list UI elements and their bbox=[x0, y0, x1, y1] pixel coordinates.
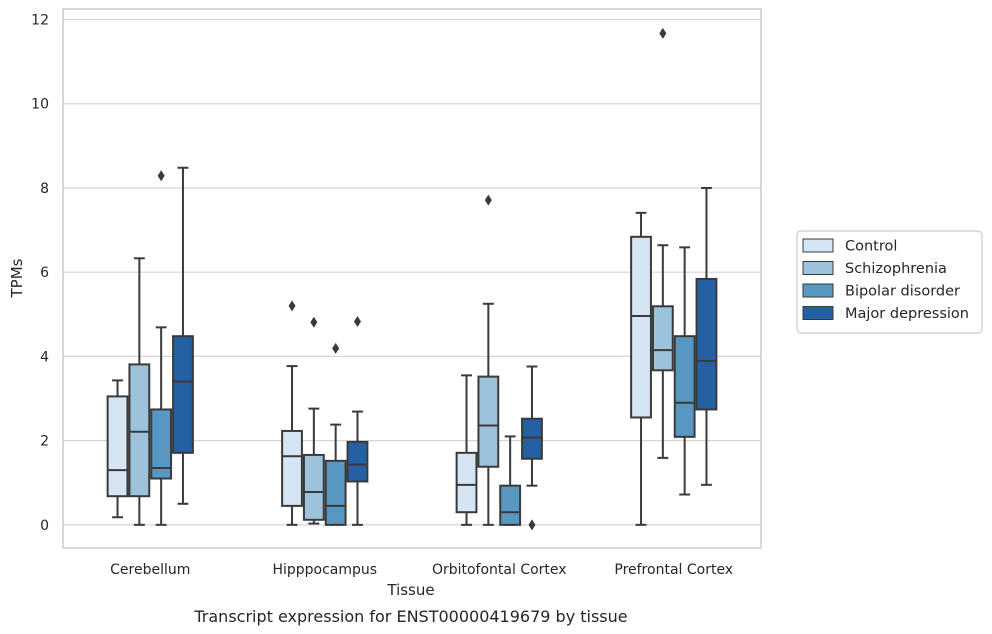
box-major-depression bbox=[346, 315, 369, 526]
box-major-depression bbox=[172, 166, 194, 505]
box-bipolar-disorder bbox=[499, 435, 522, 526]
box-body bbox=[455, 451, 478, 514]
box-body bbox=[521, 417, 543, 460]
box-plots bbox=[106, 27, 718, 531]
box-bipolar-disorder bbox=[673, 246, 696, 496]
box-body bbox=[477, 375, 500, 468]
box-major-depression bbox=[521, 365, 543, 531]
y-tick-label: 8 bbox=[40, 181, 49, 197]
box-control bbox=[630, 211, 652, 526]
legend: Control Schizophrenia Bipolar disorder Majo… bbox=[796, 230, 983, 334]
legend-box bbox=[796, 230, 983, 334]
y-tick-label: 4 bbox=[40, 349, 49, 365]
box-schizophrenia bbox=[302, 316, 325, 525]
box-body bbox=[281, 429, 303, 507]
plot-border bbox=[62, 8, 762, 549]
box-body bbox=[673, 335, 696, 438]
y-tick-label: 0 bbox=[40, 518, 49, 534]
box-body bbox=[150, 408, 173, 480]
legend-label: Bipolar disorder bbox=[845, 284, 960, 300]
legend-swatch bbox=[802, 238, 834, 253]
box-body bbox=[106, 395, 129, 498]
plot-frame bbox=[62, 8, 762, 549]
y-tick-label: 2 bbox=[40, 434, 49, 450]
box-control bbox=[281, 300, 303, 526]
box-bipolar-disorder bbox=[324, 342, 347, 526]
outlier-point bbox=[288, 300, 296, 312]
box-major-depression bbox=[695, 186, 718, 486]
y-tick-labels: 0 2 4 6 8 10 12 bbox=[31, 13, 49, 534]
box-control bbox=[106, 379, 129, 519]
y-axis-label: TPMs bbox=[8, 258, 26, 298]
x-tick-labels: Cerebellum Hipppocampus Orbitofontal Corte… bbox=[110, 562, 733, 578]
box-control bbox=[455, 374, 478, 526]
x-tick-label: Prefrontal Cortex bbox=[614, 562, 733, 578]
outlier-point bbox=[353, 315, 361, 327]
legend-label: Schizophrenia bbox=[845, 261, 947, 277]
chart-caption: Transcript expression for ENST0000041967… bbox=[193, 607, 627, 626]
box-body bbox=[128, 363, 151, 498]
box-body bbox=[302, 453, 325, 521]
y-tick-label: 6 bbox=[40, 265, 49, 281]
box-body bbox=[346, 440, 369, 483]
x-tick-label: Hipppocampus bbox=[272, 562, 377, 578]
box-body bbox=[499, 484, 522, 526]
legend-swatch bbox=[802, 306, 834, 320]
legend-label: Control bbox=[845, 239, 897, 255]
outlier-point bbox=[310, 316, 318, 328]
box-body bbox=[172, 335, 194, 454]
outlier-point bbox=[332, 342, 340, 354]
box-schizophrenia bbox=[128, 257, 151, 526]
legend-label: Major depression bbox=[845, 306, 969, 322]
legend-swatch bbox=[802, 283, 834, 298]
box-body bbox=[695, 277, 718, 411]
legend-swatch bbox=[802, 261, 834, 275]
outlier-point bbox=[157, 170, 165, 182]
box-body bbox=[630, 235, 652, 419]
box-schizophrenia bbox=[651, 27, 674, 459]
outlier-point bbox=[528, 519, 536, 531]
outlier-point bbox=[484, 194, 492, 206]
box-schizophrenia bbox=[477, 194, 500, 526]
outlier-point bbox=[659, 27, 667, 39]
box-body bbox=[651, 305, 674, 372]
x-tick-label: Cerebellum bbox=[110, 562, 190, 578]
y-tick-label: 10 bbox=[31, 97, 49, 113]
y-tick-label: 12 bbox=[31, 13, 49, 29]
x-axis-label: Tissue bbox=[386, 581, 434, 599]
box-bipolar-disorder bbox=[150, 170, 173, 526]
box-body bbox=[324, 459, 347, 526]
x-tick-label: Orbitofontal Cortex bbox=[432, 562, 567, 578]
